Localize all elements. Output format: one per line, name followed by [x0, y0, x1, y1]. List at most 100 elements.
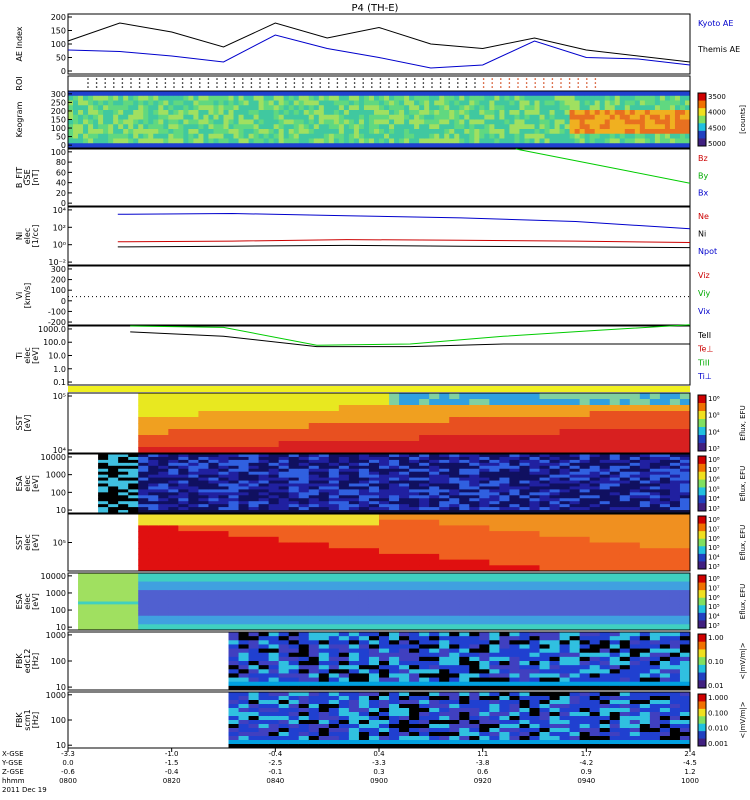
- keogram-cell: [574, 114, 581, 120]
- keogram-cell: [78, 133, 84, 139]
- keogram-cell: [609, 119, 616, 125]
- spectrogram-cell: [379, 393, 390, 400]
- keogram-cell: [313, 114, 320, 120]
- spectrogram-cell: [168, 581, 179, 585]
- spectrogram-cell: [509, 465, 520, 470]
- spectrogram-cell: [419, 595, 430, 600]
- keogram-cell: [358, 105, 365, 111]
- spectrogram-cell: [368, 531, 380, 538]
- keogram-cell: [404, 91, 410, 97]
- spectrogram-cell: [238, 483, 250, 487]
- keogram-cell: [554, 114, 561, 120]
- keogram-cell: [178, 95, 184, 101]
- spectrogram-cell: [409, 525, 420, 532]
- keogram-cell: [579, 100, 586, 106]
- spectrogram-cell: [318, 456, 330, 461]
- keogram-cell: [248, 129, 255, 135]
- spectrogram-cell: [118, 584, 129, 588]
- roi-dot: [328, 86, 330, 88]
- roi-dot: [422, 82, 425, 84]
- keogram-cell: [674, 114, 681, 120]
- keogram-cell: [368, 100, 375, 106]
- roi-dot: [121, 86, 124, 88]
- spectrogram-cell: [108, 575, 119, 580]
- spectrogram-cell: [399, 519, 410, 526]
- spectrogram-cell: [338, 598, 350, 602]
- keogram-cell: [644, 119, 651, 125]
- spectrogram-cell: [188, 612, 199, 617]
- keogram-cell: [273, 133, 280, 139]
- ytick-label: 1000: [46, 471, 66, 480]
- colorbar-segment: [698, 443, 706, 452]
- spectrogram-cell: [419, 601, 430, 605]
- spectrogram-cell: [499, 492, 510, 496]
- spectrogram-cell: [479, 627, 490, 631]
- keogram-cell: [484, 143, 490, 149]
- spectrogram-cell: [78, 621, 89, 625]
- spectrogram-cell: [409, 507, 420, 511]
- spectrogram-cell: [148, 536, 159, 543]
- spectrogram-cell: [409, 465, 420, 470]
- roi-dot: [525, 78, 528, 80]
- keogram-cell: [559, 100, 566, 106]
- spectrogram-cell: [509, 553, 520, 561]
- keogram-cell: [684, 114, 691, 120]
- spectrogram-cell: [138, 604, 149, 608]
- spectrogram-cell: [579, 480, 591, 484]
- roi-dot: [482, 82, 485, 84]
- keogram-cell: [218, 110, 224, 116]
- spectrogram-cell: [148, 621, 159, 625]
- spectrogram-cell: [499, 399, 510, 406]
- spectrogram-cell: [559, 447, 571, 454]
- spectrogram-cell: [399, 624, 410, 628]
- keogram-cell: [409, 114, 415, 120]
- spectrogram-cell: [379, 423, 390, 430]
- spectrogram-cell: [108, 468, 119, 473]
- keogram-cell: [213, 110, 219, 116]
- spectrogram-cell: [459, 519, 470, 526]
- spectrogram-cell: [338, 581, 350, 585]
- spectrogram-cell: [358, 393, 370, 400]
- spectrogram-cell: [208, 621, 219, 625]
- keogram-cell: [539, 114, 546, 120]
- keogram-cell: [208, 124, 214, 130]
- spectrogram-cell: [288, 462, 300, 467]
- roi-dot: [104, 86, 106, 88]
- spectrogram-cell: [248, 607, 260, 611]
- spectrogram-cell: [439, 486, 450, 490]
- spectrogram-cell: [679, 565, 691, 572]
- spectrogram-cell: [559, 536, 571, 543]
- spectrogram-cell: [669, 477, 681, 482]
- spectrogram-cell: [248, 592, 260, 597]
- roi-dot: [190, 82, 192, 84]
- keogram-cell: [629, 129, 636, 135]
- spectrogram-cell: [519, 471, 530, 476]
- spectrogram-cell: [278, 477, 290, 482]
- keogram-cell: [379, 124, 385, 130]
- roi-dot: [336, 82, 339, 84]
- spectrogram-cell: [539, 486, 551, 490]
- keogram-cell: [338, 124, 345, 130]
- spectrogram-cell: [208, 598, 219, 602]
- spectrogram-cell: [479, 393, 490, 400]
- spectrogram-cell: [248, 621, 260, 625]
- spectrogram-cell: [439, 514, 450, 521]
- spectrogram-cell: [348, 548, 360, 555]
- spectrogram-cell: [268, 604, 280, 608]
- spectrogram-cell: [379, 553, 390, 561]
- spectrogram-cell: [609, 411, 621, 418]
- keogram-cell: [248, 124, 255, 130]
- spectrogram-cell: [348, 607, 360, 611]
- keogram-cell: [343, 138, 350, 144]
- keogram-cell: [303, 100, 310, 106]
- spectrogram-cell: [288, 468, 300, 473]
- roi-dot: [207, 78, 210, 80]
- spectrogram-cell: [348, 429, 360, 436]
- spectrogram-cell: [298, 548, 310, 555]
- spectrogram-cell: [118, 477, 129, 482]
- spectrogram-cell: [328, 592, 340, 597]
- spectrogram-cell: [449, 587, 460, 591]
- spectrogram-cell: [389, 525, 400, 532]
- colorbar-segment: [698, 411, 706, 420]
